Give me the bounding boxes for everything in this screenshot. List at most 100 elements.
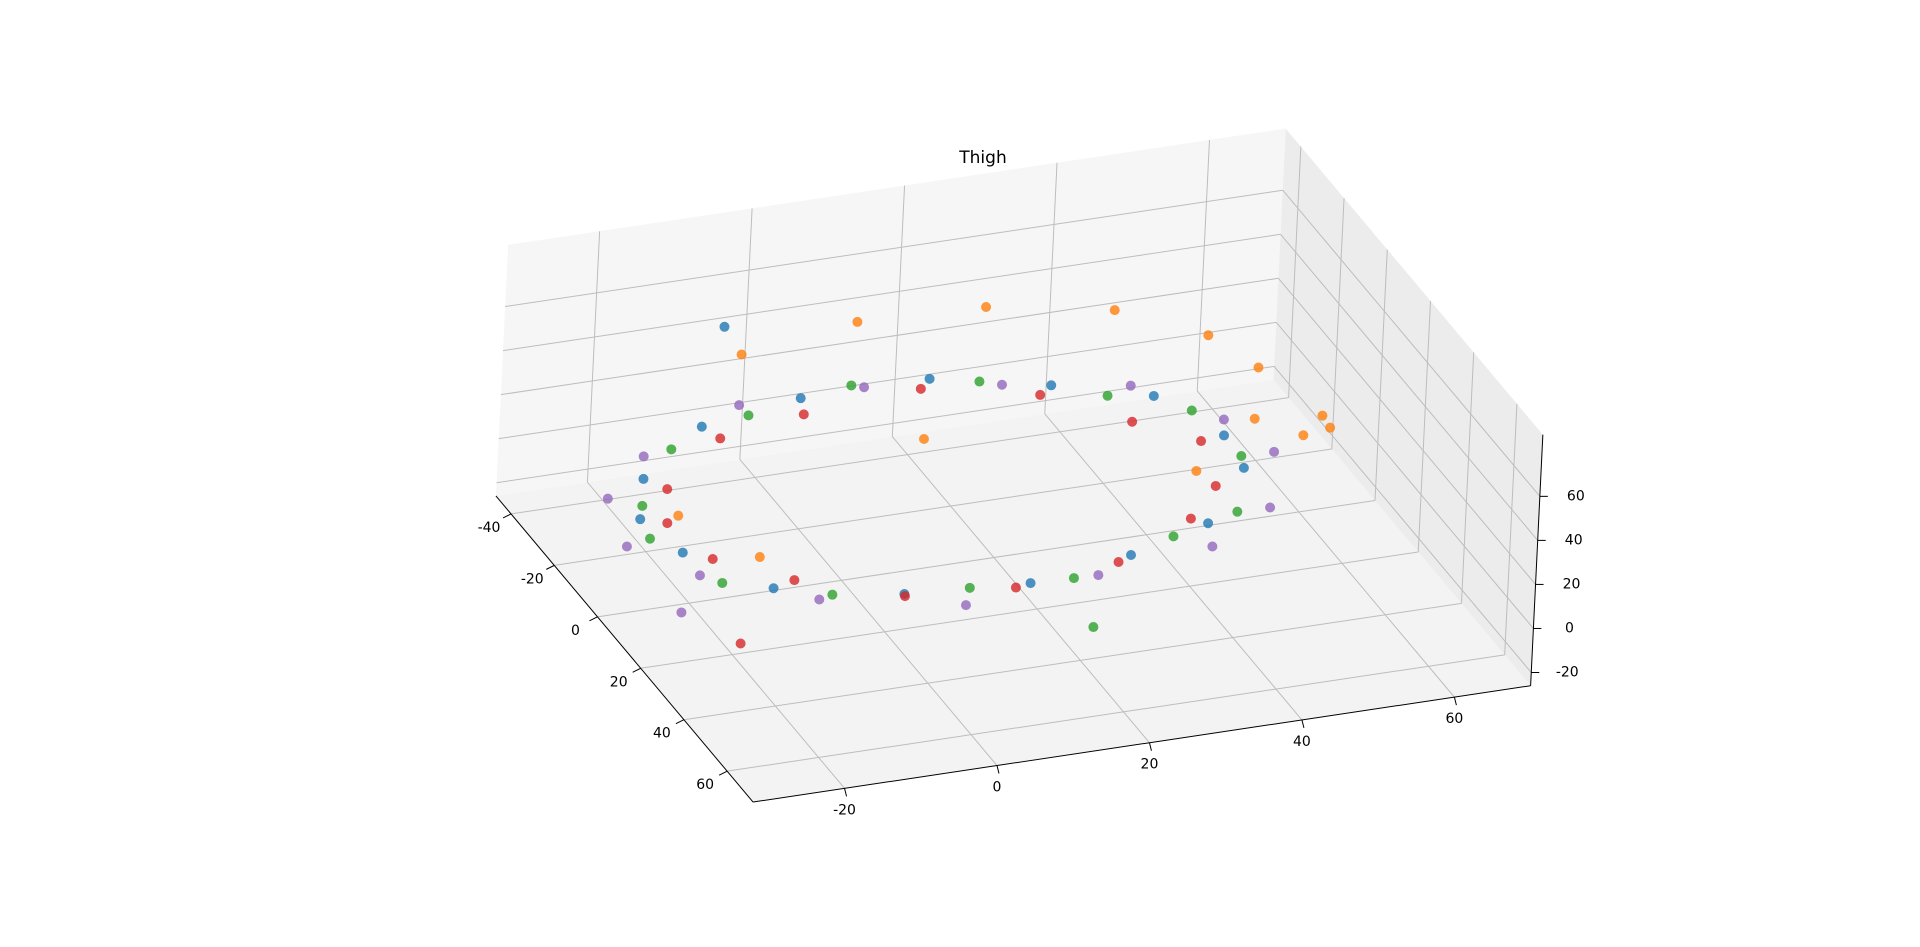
grid-line xyxy=(1196,139,1210,392)
point xyxy=(662,484,673,495)
point xyxy=(996,379,1007,390)
point xyxy=(1186,405,1197,416)
point xyxy=(915,383,926,394)
point xyxy=(1185,513,1196,524)
point xyxy=(964,582,975,593)
point xyxy=(1232,506,1243,517)
z-tick-label: 20 xyxy=(1563,576,1581,592)
point xyxy=(960,600,971,611)
y-tick-label: 0 xyxy=(993,780,1002,796)
point xyxy=(1148,390,1159,401)
grid-line xyxy=(1044,413,1303,721)
point xyxy=(1265,502,1276,513)
point xyxy=(637,500,648,511)
point xyxy=(1010,582,1021,593)
tick-mark xyxy=(1148,742,1152,751)
point xyxy=(918,434,929,445)
point xyxy=(852,316,863,327)
point xyxy=(1253,362,1264,373)
point xyxy=(715,433,726,444)
tick-mark xyxy=(632,667,641,673)
grid-line xyxy=(739,208,753,460)
x-tick-label: 20 xyxy=(610,674,628,690)
point xyxy=(1088,622,1099,633)
point xyxy=(859,382,870,393)
point xyxy=(707,554,718,565)
point xyxy=(645,533,656,544)
point xyxy=(814,594,825,605)
point xyxy=(638,473,649,484)
grid-line xyxy=(1278,277,1536,585)
y-axis-line xyxy=(752,685,1531,803)
grid-line xyxy=(1331,198,1345,450)
point xyxy=(1203,518,1214,529)
z-tick-label: 40 xyxy=(1565,532,1583,548)
point xyxy=(795,393,806,404)
z-axis-line xyxy=(1530,434,1544,686)
point xyxy=(1168,531,1179,542)
tick-mark xyxy=(1301,719,1305,729)
point xyxy=(1126,550,1137,561)
grid-line xyxy=(739,459,998,766)
grid-line xyxy=(498,321,1277,440)
grid-line xyxy=(496,365,1275,484)
point xyxy=(924,373,935,384)
grid-line xyxy=(586,231,601,483)
tick-mark xyxy=(1453,696,1457,706)
z-tick-label: 0 xyxy=(1565,620,1574,636)
point xyxy=(1236,451,1247,462)
point xyxy=(1109,305,1120,316)
point xyxy=(1269,446,1280,457)
point xyxy=(1191,465,1202,476)
x-tick-label: 60 xyxy=(696,777,714,793)
point xyxy=(734,400,745,411)
grid-line xyxy=(510,397,1289,515)
point xyxy=(1218,414,1229,425)
point xyxy=(666,444,677,455)
point xyxy=(1068,573,1079,584)
point xyxy=(1093,570,1104,581)
point xyxy=(1102,390,1113,401)
grid-line xyxy=(1374,249,1388,501)
grid-line xyxy=(500,277,1279,396)
grid-line xyxy=(727,654,1505,772)
point xyxy=(1207,541,1218,552)
point xyxy=(1196,436,1207,447)
grid-line xyxy=(891,185,906,437)
point xyxy=(662,518,673,529)
grid-line xyxy=(1417,300,1431,552)
point xyxy=(1025,578,1036,589)
point xyxy=(638,451,649,462)
z-tick-label: 60 xyxy=(1567,488,1585,504)
grid-line xyxy=(1460,352,1475,604)
point xyxy=(789,575,800,586)
tick-mark xyxy=(546,564,555,570)
point xyxy=(696,421,707,432)
point xyxy=(768,583,779,594)
point xyxy=(827,589,838,600)
point xyxy=(846,380,857,391)
point xyxy=(602,493,613,504)
back-pane xyxy=(495,128,1286,496)
point xyxy=(743,410,754,421)
point xyxy=(635,514,646,525)
x-tick-label: 40 xyxy=(653,726,671,742)
point xyxy=(1127,416,1138,427)
grid-line xyxy=(1196,390,1455,698)
point xyxy=(1317,410,1328,421)
grid xyxy=(496,139,1541,789)
y-tick-label: 20 xyxy=(1141,757,1159,773)
tick-mark xyxy=(502,513,512,519)
tick-mark xyxy=(718,770,728,776)
y-tick-label: 40 xyxy=(1293,734,1311,750)
point xyxy=(673,510,684,521)
grid-line xyxy=(554,448,1332,566)
tick-mark xyxy=(844,788,848,797)
point xyxy=(694,570,705,581)
point xyxy=(1113,557,1124,568)
point xyxy=(677,547,688,558)
point xyxy=(1238,462,1249,473)
point xyxy=(736,349,747,360)
point xyxy=(1125,380,1136,391)
points xyxy=(602,301,1336,649)
